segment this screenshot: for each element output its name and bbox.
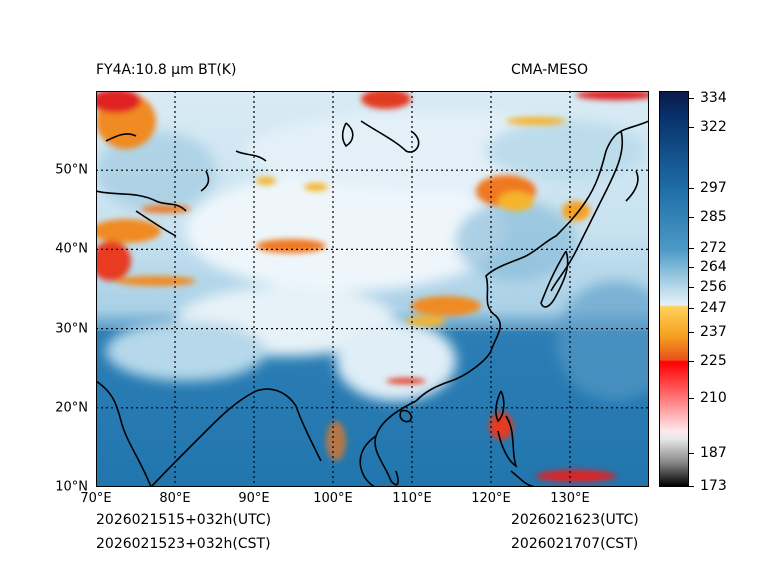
- lat-label: 50°N: [55, 162, 88, 178]
- lat-label: 10°N: [55, 479, 88, 495]
- colorbar-tick-label: 247: [700, 300, 727, 317]
- colorbar-tick-label: 173: [700, 478, 727, 494]
- colorbar-tick-label: 285: [700, 208, 727, 225]
- colorbar-tick-mark: [689, 267, 694, 269]
- colorbar-tick-mark: [689, 187, 694, 189]
- graticule: [96, 91, 649, 487]
- lon-label: 110°E: [392, 491, 432, 506]
- colorbar-tick-label: 256: [700, 278, 727, 295]
- lon-label: 70°E: [80, 491, 112, 506]
- lon-label: 90°E: [238, 491, 270, 506]
- lat-label: 40°N: [55, 241, 88, 257]
- satellite-map: [96, 91, 649, 487]
- valid-time-utc: 2026021623(UTC): [511, 512, 639, 528]
- land-tone: [96, 131, 649, 401]
- init-time-cst: 2026021523+032h(CST): [96, 536, 271, 552]
- colorbar-tick-mark: [689, 127, 694, 129]
- colorbar-tick-mark: [689, 453, 694, 455]
- convective-clouds: [96, 91, 649, 482]
- colorbar-tick-mark: [689, 361, 694, 363]
- colorbar-tick-mark: [689, 486, 694, 487]
- lon-label: 100°E: [313, 491, 353, 506]
- coastlines: [96, 120, 649, 487]
- colorbar-gradient: [660, 92, 688, 486]
- colorbar-tick-label: 297: [700, 179, 727, 196]
- colorbar-tick-mark: [689, 397, 694, 399]
- colorbar-tick-label: 272: [700, 239, 727, 256]
- colorbar-tick-mark: [689, 332, 694, 334]
- map-frame: [96, 91, 649, 487]
- lon-label: 130°E: [550, 491, 590, 506]
- lat-label: 20°N: [55, 400, 88, 416]
- colorbar-tick-mark: [689, 98, 694, 100]
- lon-label: 120°E: [471, 491, 511, 506]
- colorbar-tick-label: 264: [700, 259, 727, 276]
- colorbar-tick-mark: [689, 216, 694, 218]
- lon-label: 80°E: [159, 491, 191, 506]
- lat-label: 30°N: [55, 321, 88, 337]
- model-title: CMA-MESO: [511, 62, 589, 78]
- colorbar-tick-label: 237: [700, 324, 727, 341]
- colorbar-tick-label: 187: [700, 445, 727, 462]
- colorbar-tick-mark: [689, 286, 694, 288]
- colorbar-tick-label: 210: [700, 389, 727, 406]
- product-title: FY4A:10.8 µm BT(K): [96, 62, 237, 78]
- colorbar-tick-label: 322: [700, 119, 727, 136]
- colorbar: [659, 91, 689, 487]
- valid-time-cst: 2026021707(CST): [511, 536, 639, 552]
- init-time-utc: 2026021515+032h(UTC): [96, 512, 272, 528]
- colorbar-tick-label: 334: [700, 90, 727, 107]
- colorbar-tick-mark: [689, 308, 694, 310]
- map-canvas: [96, 91, 649, 487]
- colorbar-tick-mark: [689, 247, 694, 249]
- colorbar-tick-label: 225: [700, 353, 727, 370]
